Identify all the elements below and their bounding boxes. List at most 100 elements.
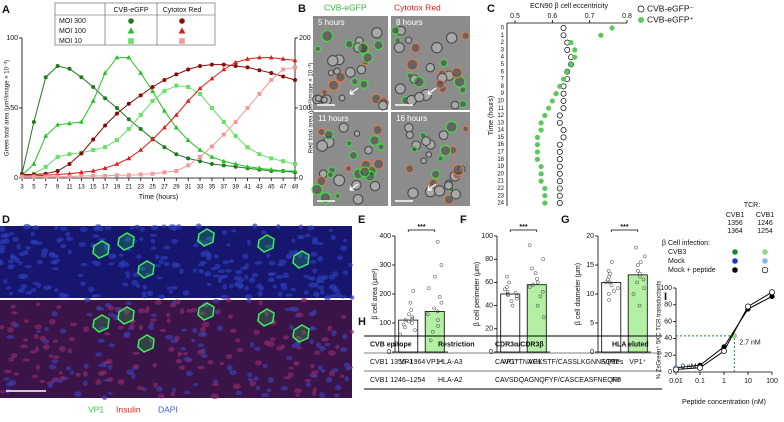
marker <box>138 113 143 117</box>
marker <box>556 141 563 148</box>
nucleus <box>139 266 146 271</box>
x-tick-label: 43 <box>256 185 263 191</box>
marker <box>114 173 119 178</box>
cell <box>420 157 428 165</box>
nucleus <box>321 337 329 342</box>
nucleus <box>312 390 317 396</box>
marker <box>43 75 48 80</box>
nucleus <box>138 324 143 331</box>
nucleus <box>97 226 104 232</box>
marker <box>43 133 49 138</box>
table-cell: CVB1 1246–1254 <box>370 377 425 384</box>
legend-heading: β Cell infection: <box>662 240 710 247</box>
nucleus <box>291 238 296 243</box>
nucleus <box>251 272 259 278</box>
nucleus <box>39 379 46 384</box>
significance-bracket <box>407 229 436 232</box>
y-axis-title: β cell perimeter (μm) <box>474 262 481 326</box>
nucleus <box>266 253 271 259</box>
marker <box>269 78 274 82</box>
nucleus <box>316 342 322 348</box>
y-tick-label: 5 <box>590 320 594 327</box>
nucleus <box>248 277 256 283</box>
marker <box>55 174 60 179</box>
marker <box>126 173 131 178</box>
nucleus <box>236 347 244 353</box>
cell <box>458 99 468 109</box>
nucleus <box>39 335 47 342</box>
y-tick-label: 1 <box>501 33 505 39</box>
cell <box>404 36 413 44</box>
significance-bracket <box>509 229 538 232</box>
data-point <box>433 274 437 279</box>
nucleus <box>289 324 294 330</box>
marker <box>174 152 179 157</box>
nucleus <box>35 302 41 307</box>
marker <box>673 366 679 373</box>
infected-cell <box>137 334 155 353</box>
y-tick-label: 14 <box>497 128 504 134</box>
cell <box>373 40 384 51</box>
nucleus <box>171 387 176 393</box>
nucleus <box>114 307 121 313</box>
x-tick-label: 100 <box>766 378 778 385</box>
nucleus <box>102 395 108 401</box>
nucleus <box>149 318 157 322</box>
nucleus <box>171 300 177 306</box>
x-tick-label: 47 <box>280 185 287 191</box>
nucleus <box>212 298 220 304</box>
cell <box>352 193 364 205</box>
y-tick-label: 2 <box>501 40 505 46</box>
nucleus <box>309 260 317 264</box>
legend-marker <box>761 266 769 274</box>
nucleus <box>204 271 212 277</box>
nucleus <box>320 368 326 373</box>
nucleus <box>244 263 249 269</box>
nucleus <box>65 366 72 371</box>
data-point <box>608 271 612 276</box>
legend-marker <box>127 27 135 34</box>
nucleus <box>100 370 108 375</box>
y-tick-label: 0 <box>668 369 672 376</box>
y-tick-label: 0 <box>590 349 594 356</box>
nucleus <box>171 226 177 231</box>
cell <box>356 64 367 75</box>
legend-marker <box>128 38 134 44</box>
significance: *** <box>417 224 425 231</box>
x-axis-title: Time (hours) <box>139 194 178 201</box>
marker <box>280 56 286 61</box>
nucleus <box>65 231 71 237</box>
cell <box>378 100 388 111</box>
marker <box>209 144 214 149</box>
y2-tick-label: 0 <box>299 175 303 182</box>
nucleus <box>122 282 129 287</box>
marker <box>293 78 297 82</box>
nucleus <box>93 226 100 232</box>
nucleus <box>166 318 171 324</box>
nucleus <box>47 383 54 388</box>
data-point <box>535 303 540 308</box>
nucleus <box>117 325 124 330</box>
data-point <box>439 300 444 305</box>
marker <box>31 120 36 124</box>
nucleus <box>57 379 63 384</box>
data-point <box>635 280 639 285</box>
cell <box>369 180 381 192</box>
marker <box>31 174 36 179</box>
cell <box>335 71 346 83</box>
legend-marker <box>179 38 185 44</box>
nucleus <box>310 251 318 257</box>
nucleus <box>160 255 169 261</box>
nucleus <box>10 352 18 359</box>
marker <box>162 89 167 94</box>
marker <box>55 122 61 127</box>
nucleus <box>228 314 234 320</box>
nucleus <box>233 383 241 390</box>
data-point <box>635 263 640 267</box>
nucleus <box>112 253 117 259</box>
nucleus <box>60 243 67 249</box>
marker <box>281 67 286 72</box>
marker <box>549 98 555 104</box>
nucleus <box>49 364 57 370</box>
x-tick-label: 0.01 <box>669 378 683 385</box>
